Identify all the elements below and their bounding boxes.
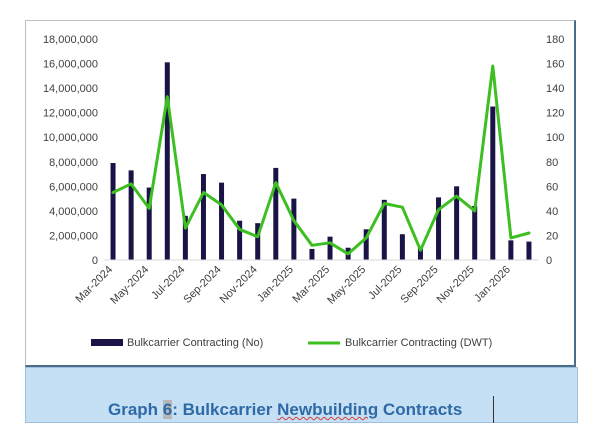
bar-Sep-2025 bbox=[436, 197, 442, 260]
y-right-tick-label: 100 bbox=[546, 132, 564, 144]
bar-Jul-2024 bbox=[182, 215, 188, 260]
y-left-tick-label: 12,000,000 bbox=[43, 108, 98, 120]
x-tick-label: May-2025 bbox=[325, 264, 368, 307]
bar-Jun-2024 bbox=[164, 62, 170, 261]
bar-Dec-2025 bbox=[490, 106, 496, 261]
y-left-tick-label: 8,000,000 bbox=[49, 157, 98, 169]
x-tick-label: May-2024 bbox=[108, 264, 151, 307]
caption: Graph 6: Bulkcarrier Newbuilding Contrac… bbox=[108, 400, 462, 420]
bar-Apr-2024 bbox=[128, 170, 134, 260]
x-tick-label: Jan-2026 bbox=[472, 264, 513, 305]
y-right-tick-label: 80 bbox=[546, 157, 558, 169]
x-tick-label: Sep-2025 bbox=[398, 264, 440, 306]
bar-Aug-2024 bbox=[200, 174, 206, 260]
y-left-tick-label: 2,000,000 bbox=[49, 230, 98, 242]
y-right-tick-label: 140 bbox=[546, 83, 564, 95]
bar-Dec-2024 bbox=[273, 167, 279, 260]
bar-Nov-2024 bbox=[255, 223, 261, 260]
y-right-tick-label: 60 bbox=[546, 181, 558, 193]
caption-underlined-word: Newbuilding bbox=[277, 400, 379, 419]
legend-label-line: Bulkcarrier Contracting (DWT) bbox=[345, 337, 492, 349]
caption-box bbox=[25, 367, 578, 423]
caption-suffix: Contracts bbox=[378, 400, 463, 419]
y-right-tick-label: 160 bbox=[546, 59, 564, 71]
legend-label-bars: Bulkcarrier Contracting (No) bbox=[127, 337, 263, 349]
y-right-tick-label: 180 bbox=[546, 34, 564, 46]
y-left-tick-label: 0 bbox=[92, 255, 98, 267]
bar-Sep-2024 bbox=[219, 182, 225, 260]
bar-Feb-2026 bbox=[526, 241, 532, 260]
caption-title: : Bulkcarrier bbox=[172, 400, 278, 419]
y-right-tick-label: 40 bbox=[546, 206, 558, 218]
y-left-tick-label: 16,000,000 bbox=[43, 59, 98, 71]
y-left-tick-label: 10,000,000 bbox=[43, 132, 98, 144]
y-left-tick-label: 14,000,000 bbox=[43, 83, 98, 95]
bar-Nov-2025 bbox=[472, 205, 478, 260]
x-tick-label: Sep-2024 bbox=[181, 264, 223, 306]
bar-Jun-2025 bbox=[381, 199, 387, 260]
text-cursor bbox=[493, 396, 494, 423]
caption-prefix: Graph bbox=[108, 400, 163, 419]
y-right-tick-label: 0 bbox=[546, 255, 552, 267]
y-left-tick-label: 18,000,000 bbox=[43, 34, 98, 46]
y-right-tick-label: 120 bbox=[546, 108, 564, 120]
y-left-tick-label: 6,000,000 bbox=[49, 181, 98, 193]
chart: 0 2,000,000 4,000,000 6,000,000 8,000,000 10,… bbox=[43, 34, 564, 349]
bar-Oct-2025 bbox=[454, 186, 460, 260]
bar-Aug-2025 bbox=[417, 247, 423, 260]
bar-Jan-2025 bbox=[291, 198, 297, 260]
bar-May-2025 bbox=[363, 229, 369, 260]
legend: Bulkcarrier Contracting (No) Bulkcarrier… bbox=[91, 337, 492, 349]
bar-May-2024 bbox=[146, 187, 152, 260]
x-tick-label: Jan-2025 bbox=[255, 264, 296, 305]
y-left-tick-label: 4,000,000 bbox=[49, 206, 98, 218]
caption-number: 6 bbox=[162, 400, 173, 419]
legend-swatch-bars bbox=[91, 339, 123, 346]
bar-Jul-2025 bbox=[399, 234, 405, 260]
chart-frame: 0 2,000,000 4,000,000 6,000,000 8,000,000 10,… bbox=[25, 20, 576, 367]
x-tick-label: Nov-2024 bbox=[218, 264, 260, 306]
bar-Mar-2025 bbox=[327, 236, 333, 260]
y-right-tick-label: 20 bbox=[546, 230, 558, 242]
bar-Feb-2025 bbox=[309, 248, 315, 260]
x-tick-label: Nov-2025 bbox=[435, 264, 477, 306]
bar-Jan-2026 bbox=[508, 240, 514, 260]
line-series-dwt bbox=[111, 64, 531, 256]
bar-Oct-2024 bbox=[237, 220, 243, 260]
bar-Mar-2024 bbox=[110, 163, 116, 260]
